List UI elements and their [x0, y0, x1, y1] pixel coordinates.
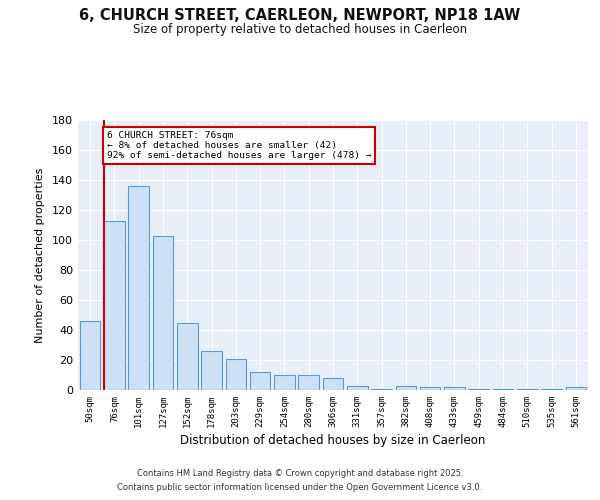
Bar: [201, 351, 222, 390]
Text: 6 CHURCH STREET: 76sqm
← 8% of detached houses are smaller (42)
92% of semi-deta: 6 CHURCH STREET: 76sqm ← 8% of detached …: [107, 130, 371, 160]
Bar: [80, 321, 100, 390]
Bar: [323, 378, 343, 390]
Bar: [104, 220, 125, 390]
Bar: [517, 388, 538, 390]
Bar: [493, 388, 514, 390]
Bar: [469, 388, 489, 390]
Bar: [298, 375, 319, 390]
Bar: [128, 186, 149, 390]
Text: Contains public sector information licensed under the Open Government Licence v3: Contains public sector information licen…: [118, 484, 482, 492]
Text: Size of property relative to detached houses in Caerleon: Size of property relative to detached ho…: [133, 22, 467, 36]
Bar: [347, 386, 368, 390]
Bar: [274, 375, 295, 390]
Bar: [541, 388, 562, 390]
Text: 6, CHURCH STREET, CAERLEON, NEWPORT, NP18 1AW: 6, CHURCH STREET, CAERLEON, NEWPORT, NP1…: [79, 8, 521, 22]
Y-axis label: Number of detached properties: Number of detached properties: [35, 168, 45, 342]
Bar: [395, 386, 416, 390]
Bar: [444, 387, 465, 390]
Bar: [566, 387, 586, 390]
Text: Contains HM Land Registry data © Crown copyright and database right 2025.: Contains HM Land Registry data © Crown c…: [137, 468, 463, 477]
X-axis label: Distribution of detached houses by size in Caerleon: Distribution of detached houses by size …: [181, 434, 485, 447]
Bar: [250, 372, 271, 390]
Bar: [177, 322, 197, 390]
Bar: [420, 387, 440, 390]
Bar: [152, 236, 173, 390]
Bar: [226, 358, 246, 390]
Bar: [371, 388, 392, 390]
